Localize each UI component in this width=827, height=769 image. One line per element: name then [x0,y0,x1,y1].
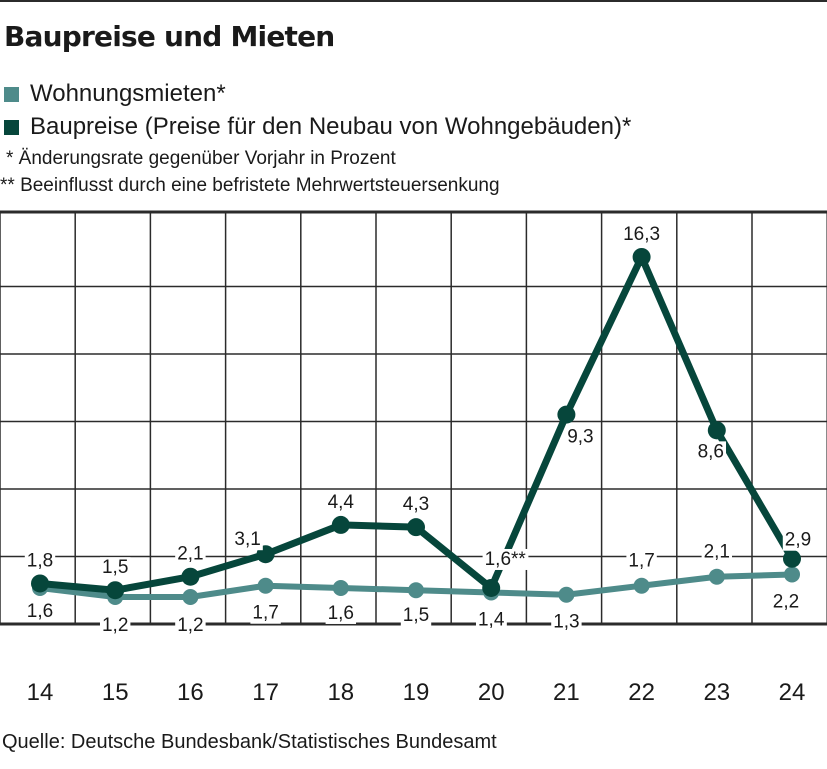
baupreise-data-label-20: 1,6** [485,549,527,570]
baupreise-data-label-16: 2,1 [177,544,203,565]
series-0-point-16 [182,588,199,605]
series-1-point-21 [557,405,576,424]
x-tick-label-14: 14 [27,679,54,706]
legend-item-wohnungsmieten: Wohnungsmieten* [4,80,226,108]
chart-title: Baupreise und Mieten [4,20,335,53]
mieten-data-label-24: 2,2 [773,591,799,612]
series-0-point-22 [633,577,650,594]
mieten-data-label-18-bg [325,602,357,624]
x-tick-label-21: 21 [553,679,580,706]
baupreise-data-label-24: 2,9 [785,530,811,551]
mieten-data-label-23: 2,1 [704,542,730,563]
series-1-point-20 [482,578,501,597]
mieten-data-label-19-bg [400,605,432,627]
mieten-data-label-14: 1,6 [27,601,53,622]
mieten-data-label-17-bg [250,602,281,624]
baupreise-data-label-19: 4,3 [403,494,429,515]
series-0-point-19 [408,582,424,599]
source-note: Quelle: Deutsche Bundesbank/Statistische… [2,731,497,753]
x-tick-label-15: 15 [102,679,129,706]
series-0-point-18 [332,579,349,596]
mieten-data-label-22-bg [626,550,657,572]
series-0-point-21 [558,586,575,603]
baupreise-data-label-21-bg [565,426,596,448]
series-0-point-24 [784,566,800,583]
mieten-data-label-20-bg [475,609,507,631]
baupreise-data-label-18: 4,4 [328,492,355,513]
mieten-data-label-19: 1,5 [403,605,429,626]
mieten-data-label-21-bg [551,611,582,633]
baupreise-data-label-18-bg [325,491,357,513]
mieten-data-label-16: 1,2 [177,615,203,636]
series-1-point-24 [783,549,801,568]
legend-swatch-wohnungsmieten [4,86,19,102]
footnote-rate: * Änderungsrate gegenüber Vorjahr in Pro… [6,148,396,169]
baupreise-data-label-22: 16,3 [623,224,660,245]
mieten-data-label-22: 1,7 [628,551,654,572]
mieten-data-label-21: 1,3 [553,612,579,633]
baupreise-data-label-15-bg [99,557,131,579]
baupreise-data-label-14: 1,8 [27,550,53,571]
x-tick-label-17: 17 [252,679,279,706]
baupreise-data-label-17-bg [232,529,263,551]
baupreise-data-label-20-bg [482,548,529,570]
series-line-1 [36,253,796,594]
top-rule [0,0,827,2]
x-tick-label-18: 18 [327,679,354,706]
baupreise-data-label-23-bg [695,441,727,463]
legend-item-baupreise: Baupreise (Preise für den Neubau von Woh… [4,113,631,141]
legend-swatch-baupreise [4,119,19,135]
series-1-point-14 [31,574,49,593]
series-1-point-19 [407,518,425,537]
baupreise-data-label-24-bg [782,529,814,551]
mieten-data-label-18: 1,6 [328,603,354,624]
mieten-data-label-15-bg [99,614,131,636]
series-1-point-23 [707,421,726,440]
series-1-point-16 [181,567,200,586]
footnote-vat: ** Beeinflusst durch eine befristete Meh… [0,175,500,196]
baupreise-data-label-21: 9,3 [567,427,593,448]
x-tick-label-24: 24 [779,679,806,706]
legend-label-wohnungsmieten: Wohnungsmieten* [30,80,226,107]
series-0-point-23 [708,568,725,585]
mieten-data-label-24-bg [770,591,802,613]
mieten-data-label-20: 1,4 [478,609,505,630]
x-tick-label-22: 22 [628,679,655,706]
x-tick-label-19: 19 [403,679,430,706]
series-0-point-17 [257,577,274,594]
series-1-point-22 [632,248,651,266]
baupreise-data-label-15: 1,5 [102,557,128,578]
x-tick-label-23: 23 [703,679,730,706]
mieten-data-label-14-bg [24,600,56,622]
baupreise-data-label-14-bg [24,550,56,572]
mieten-data-label-23-bg [701,541,733,563]
baupreise-data-label-19-bg [400,494,432,516]
baupreise-data-label-22-bg [621,224,663,245]
x-tick-label-20: 20 [478,679,505,706]
mieten-data-label-17: 1,7 [252,603,278,624]
baupreise-data-label-16-bg [175,543,206,565]
baupreise-data-label-17: 3,1 [234,529,260,550]
x-tick-label-16: 16 [177,679,204,706]
series-1-point-18 [331,515,350,534]
series-1-point-15 [106,581,125,600]
baupreise-data-label-23: 8,6 [698,441,724,462]
mieten-data-label-15: 1,2 [102,615,128,636]
legend-label-baupreise: Baupreise (Preise für den Neubau von Woh… [30,113,632,140]
mieten-data-label-16-bg [175,614,206,636]
